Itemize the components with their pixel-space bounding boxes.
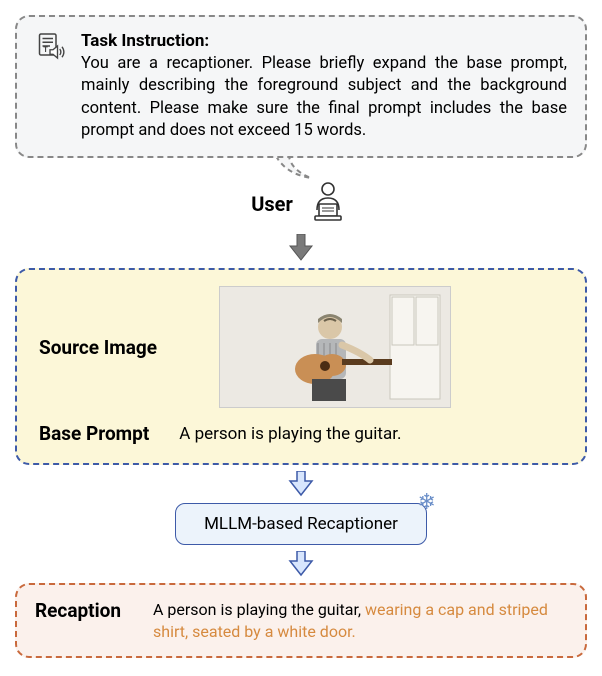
base-prompt-label: Base Prompt xyxy=(39,422,149,445)
svg-text:T: T xyxy=(43,45,48,54)
base-prompt-text: A person is playing the guitar. xyxy=(179,424,401,444)
user-row: User xyxy=(15,180,587,228)
task-title: Task Instruction: xyxy=(81,31,567,51)
recaption-base-text: A person is playing the guitar, xyxy=(153,600,365,619)
arrow-down-gray xyxy=(15,234,587,262)
task-content: Task Instruction: You are a recaptioner.… xyxy=(81,31,567,142)
recaptioner-box: MLLM-based Recaptioner ❄ xyxy=(175,503,427,545)
base-prompt-row: Base Prompt A person is playing the guit… xyxy=(39,422,563,445)
source-image-label: Source Image xyxy=(39,336,157,359)
arrow-down-blue-1 xyxy=(15,471,587,497)
recaption-box: Recaption A person is playing the guitar… xyxy=(15,583,587,658)
source-image-row: Source Image xyxy=(39,286,563,408)
recaption-text: A person is playing the guitar, wearing … xyxy=(153,599,567,642)
snowflake-icon: ❄ xyxy=(417,490,435,515)
arrow-down-blue-2 xyxy=(15,551,587,577)
task-text: You are a recaptioner. Please briefly ex… xyxy=(81,53,567,142)
user-laptop-icon xyxy=(305,180,351,228)
recaptioner-label: MLLM-based Recaptioner xyxy=(204,514,398,534)
user-label: User xyxy=(251,192,293,216)
recaptioner-row: MLLM-based Recaptioner ❄ xyxy=(15,503,587,545)
task-instruction-box: T Task Instruction: You are a recaptione… xyxy=(15,15,587,158)
document-speaker-icon: T xyxy=(35,31,71,71)
source-image xyxy=(219,286,451,408)
recaption-label: Recaption xyxy=(35,599,135,622)
source-box: Source Image xyxy=(15,268,587,465)
